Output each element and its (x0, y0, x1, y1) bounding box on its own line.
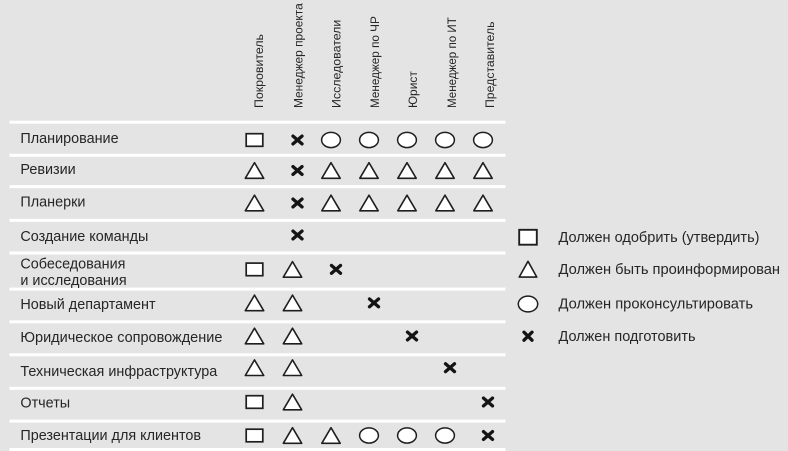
svg-text:Планерки: Планерки (20, 195, 85, 211)
svg-text:Представитель: Представитель (483, 22, 497, 109)
svg-text:Исследователи: Исследователи (330, 20, 344, 108)
svg-text:Отчеты: Отчеты (20, 395, 70, 411)
svg-text:Техническая инфраструктура: Техническая инфраструктура (20, 364, 217, 380)
svg-text:Менеджер по ИТ: Менеджер по ИТ (445, 17, 459, 108)
svg-text:Должен одобрить (утвердить): Должен одобрить (утвердить) (559, 230, 760, 246)
svg-text:Юрист: Юрист (406, 71, 420, 108)
svg-text:Создание команды: Создание команды (20, 229, 148, 245)
svg-text:Ревизии: Ревизии (20, 162, 75, 178)
svg-text:Должен подготовить: Должен подготовить (559, 329, 696, 345)
svg-text:Новый департамент: Новый департамент (20, 297, 156, 313)
svg-text:Юридическое сопровождение: Юридическое сопровождение (20, 330, 222, 346)
svg-text:Презентации для клиентов: Презентации для клиентов (20, 428, 201, 444)
svg-text:Менеджер по ЧР: Менеджер по ЧР (368, 16, 382, 108)
svg-text:Собеседования: Собеседования (20, 257, 125, 273)
svg-text:Должен проконсультировать: Должен проконсультировать (559, 297, 754, 313)
svg-text:и исследования: и исследования (20, 273, 126, 289)
svg-text:Менеджер проекта: Менеджер проекта (291, 3, 305, 108)
svg-text:Должен быть проинформирован: Должен быть проинформирован (559, 262, 781, 278)
svg-text:Планирование: Планирование (20, 131, 118, 147)
svg-text:Покровитель: Покровитель (252, 34, 266, 108)
